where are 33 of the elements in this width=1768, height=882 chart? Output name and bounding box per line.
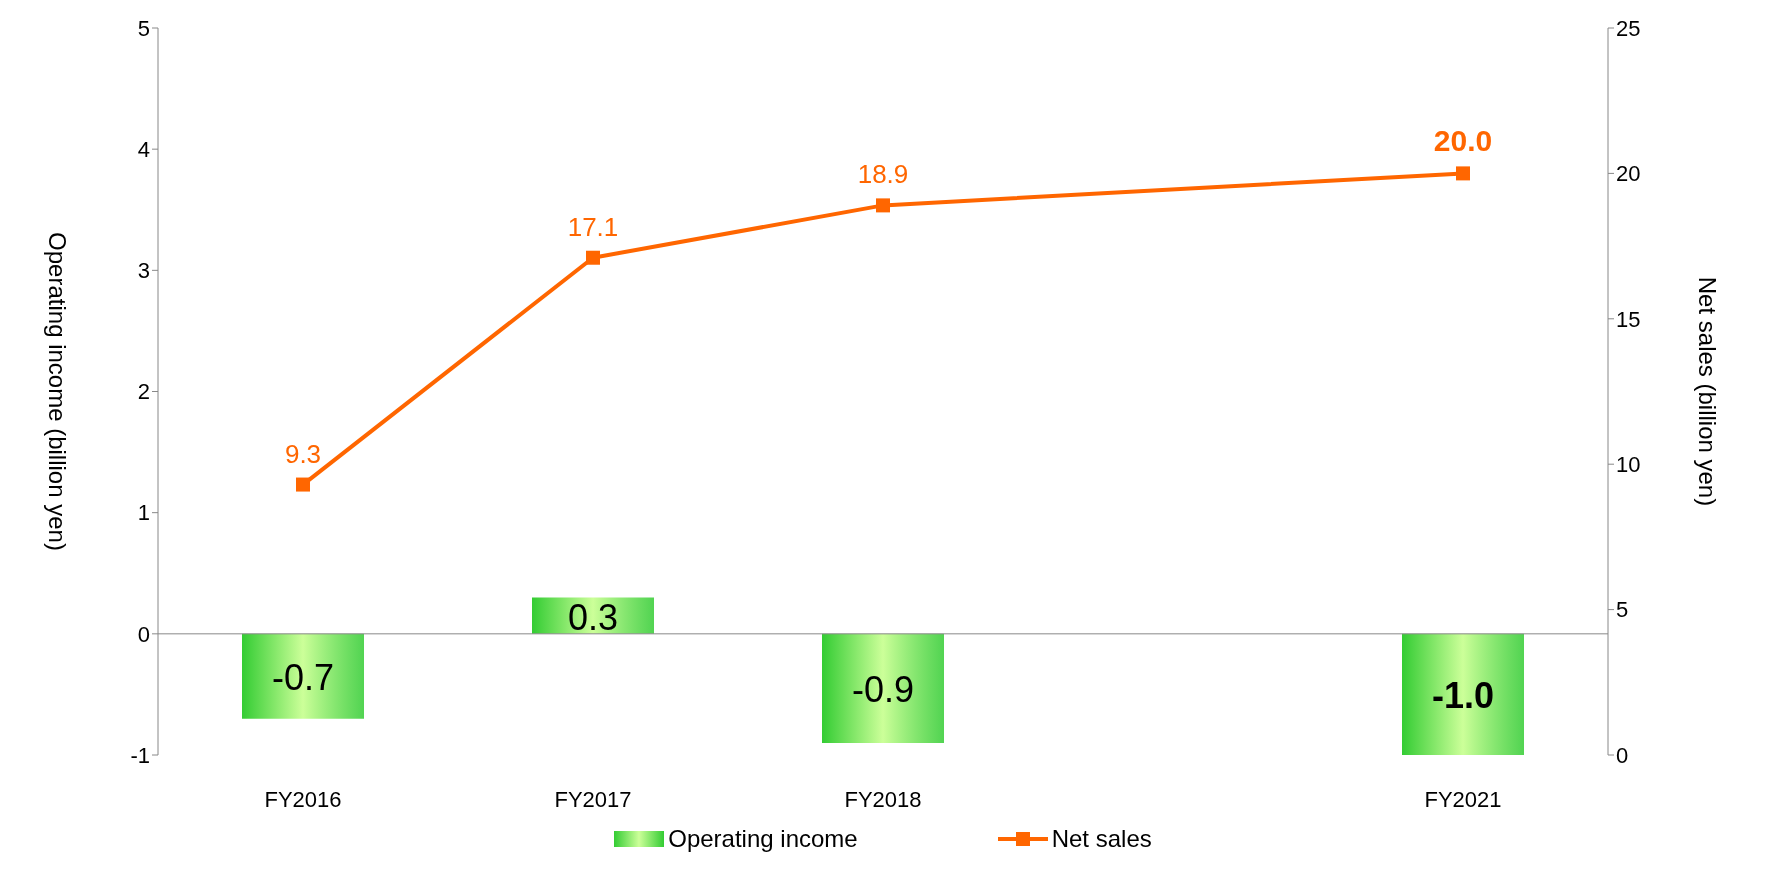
- y2-axis-title: Net sales (billion yen): [1694, 276, 1722, 507]
- y2-tick-label: 25: [1616, 15, 1641, 41]
- point: [586, 250, 600, 265]
- y-tick-label: 1: [137, 500, 150, 526]
- point: [296, 477, 310, 492]
- data-label: 20.0: [1433, 124, 1493, 158]
- point: [1456, 166, 1470, 181]
- y2-tick-label: 0: [1616, 742, 1629, 768]
- x-tick-label: FY2016: [264, 786, 342, 812]
- point: [876, 198, 890, 213]
- y2-tick-label: 10: [1616, 452, 1641, 478]
- y-tick-label: 5: [137, 15, 150, 41]
- data-label: 18.9: [857, 159, 909, 190]
- legend-label: Operating income: [667, 825, 858, 853]
- legend-label: Net sales: [1050, 825, 1152, 853]
- data-label: -1.0: [1431, 675, 1495, 717]
- data-label: -0.7: [271, 657, 335, 699]
- data-label: 0.3: [567, 596, 619, 638]
- x-tick-label: FY2017: [554, 786, 632, 812]
- y2-tick-label: 15: [1616, 306, 1641, 332]
- x-tick-label: FY2018: [844, 786, 922, 812]
- y-tick-label: 2: [137, 379, 150, 405]
- y-tick-label: 3: [137, 258, 150, 284]
- y2-tick-label: 20: [1616, 161, 1641, 187]
- y-tick-label: 4: [137, 136, 150, 162]
- data-label: 17.1: [567, 211, 619, 242]
- y-tick-label: -1: [130, 742, 150, 768]
- y-tick-label: 0: [137, 621, 150, 647]
- x-tick-label: FY2021: [1424, 786, 1502, 812]
- y-axis-title: Operating income (billion yen): [44, 232, 72, 551]
- data-label: 9.3: [284, 438, 322, 469]
- data-label: -0.9: [851, 669, 915, 711]
- y2-tick-label: 5: [1616, 597, 1629, 623]
